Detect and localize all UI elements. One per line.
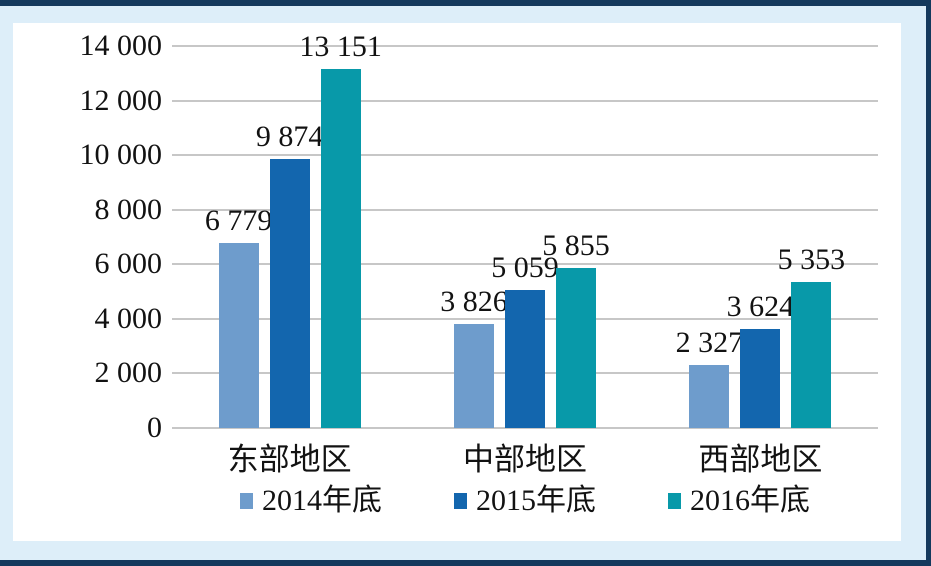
legend-item: 2014年底 <box>240 486 382 516</box>
legend-item: 2015年底 <box>454 486 596 516</box>
bar <box>556 268 596 428</box>
y-tick-label: 4 000 <box>94 301 163 335</box>
gridline <box>172 45 878 47</box>
bar <box>740 329 781 428</box>
category-label: 西部地区 <box>698 442 823 477</box>
bar-value-label: 3 826 <box>440 284 508 318</box>
legend-marker-icon <box>240 493 253 509</box>
legend-label: 2015年底 <box>476 484 596 517</box>
bar-value-label: 5 059 <box>491 250 559 284</box>
bar <box>689 364 730 428</box>
bar <box>505 289 545 428</box>
bar-value-label: 5 855 <box>542 229 610 263</box>
legend: 2014年底 2015年底 2016年底 <box>172 486 878 516</box>
page-top-border <box>0 0 931 6</box>
page-right-border <box>926 0 931 566</box>
bar-value-label: 2 327 <box>675 325 744 359</box>
chart-panel: 14 000 12 000 10 000 8 000 6 000 4 000 2 000 0 6… <box>13 23 901 541</box>
x-axis: 东部地区 中部地区 西部地区 <box>172 440 878 482</box>
bar-value-label: 9 874 <box>255 119 324 153</box>
plot-area: 14 000 12 000 10 000 8 000 6 000 4 000 2 000 0 6… <box>80 31 878 443</box>
bar <box>218 243 259 428</box>
y-tick-label: 2 000 <box>94 356 163 390</box>
gridline <box>172 427 878 429</box>
y-tick-label: 8 000 <box>94 192 163 226</box>
y-tick-label: 12 000 <box>79 83 163 117</box>
gridline <box>172 99 878 102</box>
bar-value-label: 3 624 <box>726 290 795 324</box>
bar <box>320 69 361 428</box>
bar-value-label: 6 779 <box>204 204 273 238</box>
bar <box>791 281 832 428</box>
y-tick-label: 0 <box>147 411 162 444</box>
legend-label: 2014年底 <box>262 484 382 517</box>
gridline <box>172 263 878 266</box>
bar-value-label: 5 353 <box>777 242 846 276</box>
bar-value-label: 13 151 <box>299 30 382 64</box>
gridline <box>172 208 878 211</box>
category-label: 东部地区 <box>227 442 352 477</box>
legend-marker-icon <box>668 493 681 509</box>
legend-marker-icon <box>454 493 467 509</box>
legend-label: 2016年底 <box>690 484 810 517</box>
y-tick-label: 6 000 <box>94 247 163 281</box>
page-bottom-border <box>0 560 931 566</box>
legend-item: 2016年底 <box>668 486 810 516</box>
bar <box>454 323 494 428</box>
bar <box>269 158 310 428</box>
gridline <box>172 154 878 157</box>
y-tick-label: 10 000 <box>79 138 163 172</box>
category-label: 中部地区 <box>463 442 587 477</box>
y-tick-label: 14 000 <box>79 29 163 62</box>
